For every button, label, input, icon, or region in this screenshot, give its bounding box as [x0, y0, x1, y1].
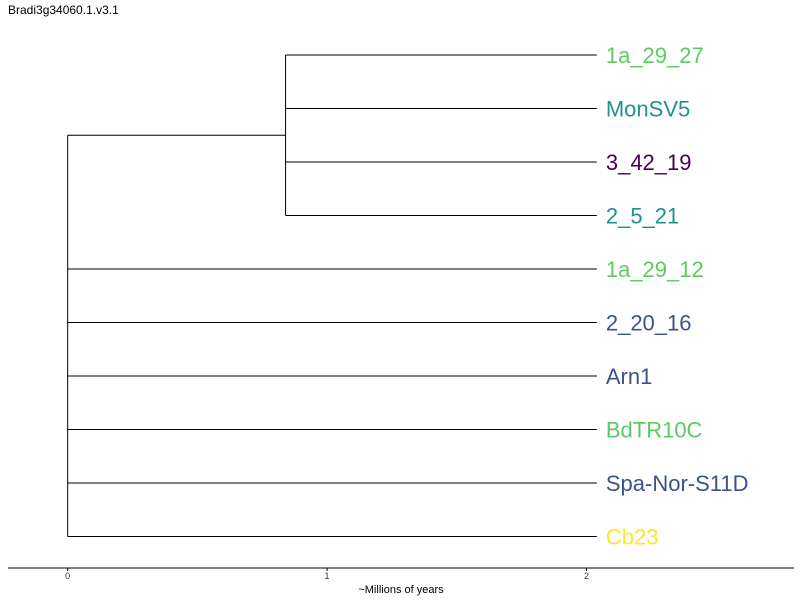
leaf-label: Arn1: [606, 364, 652, 389]
tree-branches: [67, 54, 597, 537]
leaf-label: Spa-Nor-S11D: [606, 471, 749, 496]
x-tick-label: 1: [325, 571, 330, 581]
leaf-labels: 1a_29_27 MonSV5 3_42_19 2_5_21 1a_29_12 2_20_…: [606, 43, 749, 550]
page-title: Bradi3g34060.1.v3.1: [8, 3, 119, 17]
leaf-label: 1a_29_12: [606, 257, 704, 282]
leaf-label: 1a_29_27: [606, 43, 704, 68]
leaf-label: 3_42_19: [606, 150, 692, 175]
x-tick-label: 2: [584, 571, 589, 581]
x-axis-title: ~Millions of years: [358, 584, 444, 596]
leaf-label: 2_5_21: [606, 204, 679, 229]
leaf-label: MonSV5: [606, 97, 690, 122]
x-tick-label: 0: [65, 571, 70, 581]
leaf-label: BdTR10C: [606, 418, 703, 443]
x-axis: 0 1 2: [8, 567, 794, 581]
leaf-label: Cb23: [606, 525, 659, 550]
leaf-label: 2_20_16: [606, 311, 692, 336]
